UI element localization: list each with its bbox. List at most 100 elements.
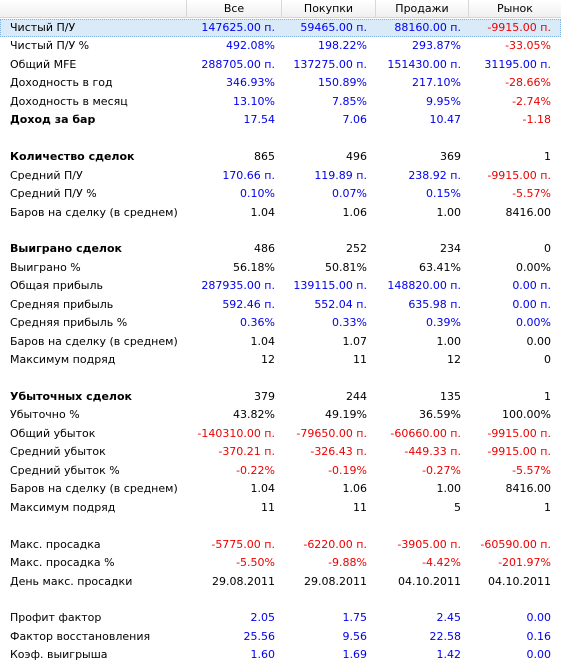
table-row[interactable]: Доходность в месяц 13.10% 7.85% 9.95% -2.74% bbox=[0, 93, 561, 111]
table-row[interactable]: Баров на сделку (в среднем) 1.04 1.06 1.00 8… bbox=[0, 480, 561, 498]
cell-long: 9.56 bbox=[342, 629, 368, 643]
table-row[interactable]: Чистый П/У 147625.00 п. 59465.00 п. 88160.0… bbox=[0, 19, 561, 37]
cell-market: 0.00 bbox=[526, 611, 552, 625]
cell-market: 04.10.2011 bbox=[488, 574, 551, 588]
cell-long: -9.88% bbox=[328, 556, 367, 570]
table-row[interactable]: Фактор восстановления 25.56 9.56 22.58 0.16 bbox=[0, 628, 561, 646]
cell-long: -326.43 п. bbox=[310, 445, 367, 459]
cell-short: 0.15% bbox=[426, 187, 461, 201]
row-label: День макс. просадки bbox=[10, 574, 133, 588]
cell-all: -5775.00 п. bbox=[211, 537, 275, 551]
table-row[interactable]: Общий убыток -140310.00 п. -79650.00 п. -60… bbox=[0, 425, 561, 443]
table-row[interactable]: Баров на сделку (в среднем) 1.04 1.06 1.00 8… bbox=[0, 204, 561, 222]
cell-market: 8416.00 bbox=[505, 205, 552, 219]
table-row[interactable]: Убыточно % 43.82% 49.19% 36.59% 100.00% bbox=[0, 406, 561, 424]
cell-short: 293.87% bbox=[412, 39, 461, 53]
table-row[interactable]: Профит фактор 2.05 1.75 2.45 0.00 bbox=[0, 609, 561, 627]
cell-short: 1.00 bbox=[436, 334, 462, 348]
table-row[interactable]: Макс. просадка % -5.50% -9.88% -4.42% -201.9… bbox=[0, 554, 561, 572]
cell-all: 1.04 bbox=[250, 205, 276, 219]
cell-long: 7.85% bbox=[332, 94, 367, 108]
row-label: Убыточных сделок bbox=[10, 390, 133, 403]
table-row[interactable]: Общий MFE 288705.00 п. 137275.00 п. 151430.… bbox=[0, 56, 561, 74]
row-label: Баров на сделку (в среднем) bbox=[10, 205, 178, 219]
table-row[interactable]: Средний убыток -370.21 п. -326.43 п. -449.3… bbox=[0, 443, 561, 461]
table-row[interactable]: День макс. просадки 29.08.2011 29.08.2011 0… bbox=[0, 573, 561, 591]
cell-long: 0.33% bbox=[332, 316, 367, 330]
cell-long: 7.06 bbox=[342, 113, 368, 127]
cell-market: 0.00% bbox=[516, 316, 551, 330]
table-row[interactable]: Макс. просадка -5775.00 п. -6220.00 п. -390… bbox=[0, 536, 561, 554]
cell-short: 151430.00 п. bbox=[387, 57, 461, 71]
cell-long: 1.06 bbox=[342, 482, 368, 496]
column-header-long[interactable]: Покупки bbox=[281, 0, 375, 18]
cell-all: 1.60 bbox=[250, 648, 276, 662]
column-header-all[interactable]: Все bbox=[186, 0, 281, 18]
table-row[interactable]: Баров на сделку (в среднем) 1.04 1.07 1.00 0… bbox=[0, 333, 561, 351]
cell-all: 147625.00 п. bbox=[201, 21, 275, 34]
cell-all: 379 bbox=[254, 390, 275, 403]
table-row[interactable]: Доходность в год 346.93% 150.89% 217.10% -28… bbox=[0, 74, 561, 92]
row-label: Максимум подряд bbox=[10, 500, 116, 514]
table-row[interactable]: Чистый П/У % 492.08% 198.22% 293.87% -33.05% bbox=[0, 37, 561, 55]
cell-long: 119.89 п. bbox=[314, 168, 367, 182]
row-label: Макс. просадка % bbox=[10, 556, 115, 570]
cell-market: -5.57% bbox=[512, 187, 551, 201]
table-row[interactable]: Убыточных сделок 379 244 135 1 bbox=[0, 388, 561, 406]
table-row[interactable]: Выиграно % 56.18% 50.81% 63.41% 0.00% bbox=[0, 259, 561, 277]
cell-all: -0.22% bbox=[236, 463, 275, 477]
table-row[interactable]: Количество сделок 865 496 369 1 bbox=[0, 148, 561, 166]
cell-all: -370.21 п. bbox=[218, 445, 275, 459]
table-header: Все Покупки Продажи Рынок bbox=[0, 0, 561, 18]
cell-market: 1 bbox=[544, 500, 551, 514]
row-label: Общий убыток bbox=[10, 426, 96, 440]
cell-short: -4.42% bbox=[422, 556, 461, 570]
table-row[interactable]: Средняя прибыль 592.46 п. 552.04 п. 635.98 … bbox=[0, 296, 561, 314]
row-label: Чистый П/У bbox=[10, 21, 76, 34]
table-row[interactable]: Максимум подряд 12 11 12 0 bbox=[0, 351, 561, 369]
table-row[interactable]: Средний П/У % 0.10% 0.07% 0.15% -5.57% bbox=[0, 185, 561, 203]
row-label: Общая прибыль bbox=[10, 279, 103, 293]
cell-all: 11 bbox=[261, 500, 275, 514]
row-label: Средняя прибыль bbox=[10, 297, 114, 311]
row-label: Доход за бар bbox=[10, 113, 96, 127]
row-label: Средний П/У bbox=[10, 168, 83, 182]
table-row[interactable]: Средний убыток % -0.22% -0.19% -0.27% -5.57% bbox=[0, 462, 561, 480]
cell-all: 170.66 п. bbox=[222, 168, 275, 182]
cell-short: 635.98 п. bbox=[408, 297, 461, 311]
cell-short: 369 bbox=[440, 150, 461, 164]
cell-market: -60590.00 п. bbox=[480, 537, 551, 551]
cell-market: 0 bbox=[544, 353, 551, 367]
table-row[interactable]: Доход за бар 17.54 7.06 10.47 -1.18 bbox=[0, 111, 561, 129]
cell-market: -1.18 bbox=[522, 113, 551, 127]
table-row[interactable]: Коэф. выигрыша 1.60 1.69 1.42 0.00 bbox=[0, 646, 561, 664]
cell-short: 04.10.2011 bbox=[398, 574, 461, 588]
cell-long: 137275.00 п. bbox=[293, 57, 367, 71]
cell-long: 29.08.2011 bbox=[304, 574, 367, 588]
cell-short: 9.95% bbox=[426, 94, 461, 108]
row-label: Баров на сделку (в среднем) bbox=[10, 334, 178, 348]
row-label: Средний убыток % bbox=[10, 463, 120, 477]
row-label: Чистый П/У % bbox=[10, 39, 90, 53]
table-row[interactable]: Общая прибыль 287935.00 п. 139115.00 п. 148… bbox=[0, 277, 561, 295]
table-row[interactable]: Выиграно сделок 486 252 234 0 bbox=[0, 240, 561, 258]
row-label: Средняя прибыль % bbox=[10, 316, 128, 330]
row-label: Доходность в месяц bbox=[10, 94, 128, 108]
table-row[interactable]: Средняя прибыль % 0.36% 0.33% 0.39% 0.00% bbox=[0, 314, 561, 332]
column-header-short[interactable]: Продажи bbox=[375, 0, 468, 18]
table-row[interactable]: Максимум подряд 11 11 5 1 bbox=[0, 499, 561, 517]
cell-long: 11 bbox=[353, 353, 367, 367]
row-label: Фактор восстановления bbox=[10, 629, 151, 643]
table-row[interactable]: Средний П/У 170.66 п. 119.89 п. 238.92 п. -9… bbox=[0, 167, 561, 185]
row-label: Баров на сделку (в среднем) bbox=[10, 482, 178, 496]
cell-short: 1.00 bbox=[436, 205, 462, 219]
cell-market: 0.00 bbox=[526, 334, 552, 348]
cell-long: 11 bbox=[353, 500, 367, 514]
column-header-market[interactable]: Рынок bbox=[468, 0, 561, 18]
cell-long: -6220.00 п. bbox=[303, 537, 367, 551]
cell-short: -0.27% bbox=[422, 463, 461, 477]
cell-short: -60660.00 п. bbox=[390, 426, 461, 440]
row-label: Макс. просадка bbox=[10, 537, 101, 551]
row-label: Коэф. выигрыша bbox=[10, 648, 108, 662]
cell-long: 552.04 п. bbox=[314, 297, 367, 311]
